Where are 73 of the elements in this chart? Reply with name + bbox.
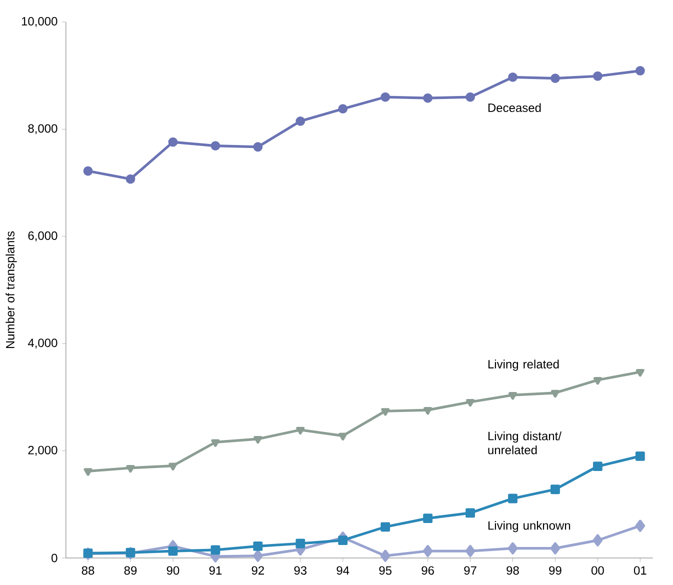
- point: [465, 544, 476, 558]
- point: [168, 137, 178, 147]
- y-tick-label: 4,000: [28, 338, 58, 349]
- point: [550, 484, 560, 494]
- point: [296, 116, 306, 126]
- point: [380, 550, 390, 562]
- point: [466, 508, 475, 518]
- y-tick-label: 6,000: [28, 231, 58, 242]
- y-axis-title: Number of transplants: [6, 231, 17, 348]
- point: [211, 439, 220, 447]
- y-tick-label: 8,000: [28, 124, 58, 134]
- point: [210, 545, 220, 555]
- x-tick-label: 88: [82, 566, 94, 575]
- point: [635, 520, 646, 532]
- point: [423, 514, 433, 524]
- point: [338, 432, 348, 440]
- point: [422, 544, 433, 558]
- text: Living distant/ unrelated: [488, 431, 562, 454]
- y-tick-label: 2,000: [28, 446, 58, 456]
- point: [338, 104, 348, 114]
- point: [338, 536, 348, 545]
- point: [635, 66, 645, 76]
- x-tick-label: 00: [592, 566, 604, 575]
- point: [296, 538, 306, 548]
- point: [635, 451, 645, 461]
- point: [550, 390, 560, 398]
- point: [466, 399, 475, 407]
- x-tick-label: 96: [422, 566, 434, 575]
- point: [593, 377, 602, 385]
- y-tick-label: 10,000: [22, 17, 58, 27]
- point: [423, 93, 433, 103]
- point: [210, 141, 220, 150]
- point: [296, 426, 305, 435]
- point: [550, 542, 560, 554]
- x-tick-label: 95: [379, 566, 392, 575]
- x-tick-label: 98: [506, 566, 519, 575]
- point: [381, 408, 390, 416]
- series-label: Living unknown: [488, 520, 570, 532]
- point: [508, 72, 518, 82]
- point: [636, 368, 644, 377]
- point: [126, 464, 135, 473]
- x-tick-label: 97: [464, 566, 476, 575]
- x-tick-label: 90: [166, 566, 180, 575]
- point: [380, 92, 390, 102]
- point: [126, 174, 136, 184]
- series-label: Living related: [488, 360, 559, 371]
- point: [550, 74, 560, 83]
- y-tick-label: 0: [52, 554, 58, 562]
- series-label: Deceased: [488, 103, 541, 112]
- x-tick-label: 94: [336, 566, 350, 575]
- point: [466, 92, 475, 102]
- point: [508, 494, 518, 504]
- x-tick-label: 01: [634, 566, 646, 575]
- point: [84, 468, 92, 476]
- point: [253, 142, 263, 152]
- point: [508, 392, 517, 400]
- x-tick-label: 89: [124, 566, 137, 575]
- point: [254, 436, 262, 444]
- point: [380, 522, 390, 532]
- point: [83, 166, 93, 176]
- point: [168, 546, 178, 556]
- point: [593, 71, 602, 81]
- x-tick-label: 99: [549, 566, 562, 575]
- x-tick-label: 92: [252, 566, 264, 575]
- point: [253, 541, 263, 551]
- x-tick-label: 93: [294, 566, 307, 575]
- point: [592, 534, 603, 546]
- x-tick-label: 91: [209, 566, 222, 575]
- point: [593, 462, 602, 472]
- point: [508, 542, 518, 554]
- point: [253, 550, 263, 562]
- point: [424, 407, 432, 415]
- point: [168, 462, 178, 470]
